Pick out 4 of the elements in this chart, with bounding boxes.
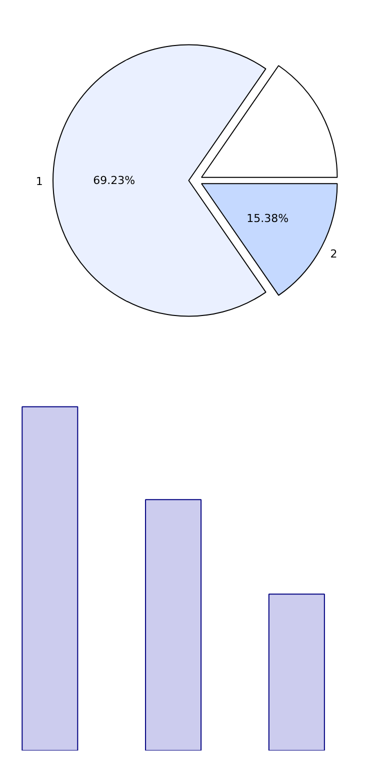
slice-label: 2 — [330, 247, 338, 260]
slice-label: 1 — [36, 175, 43, 188]
data-label: 69.23% — [93, 174, 136, 188]
data-label: 15.38% — [246, 212, 289, 225]
